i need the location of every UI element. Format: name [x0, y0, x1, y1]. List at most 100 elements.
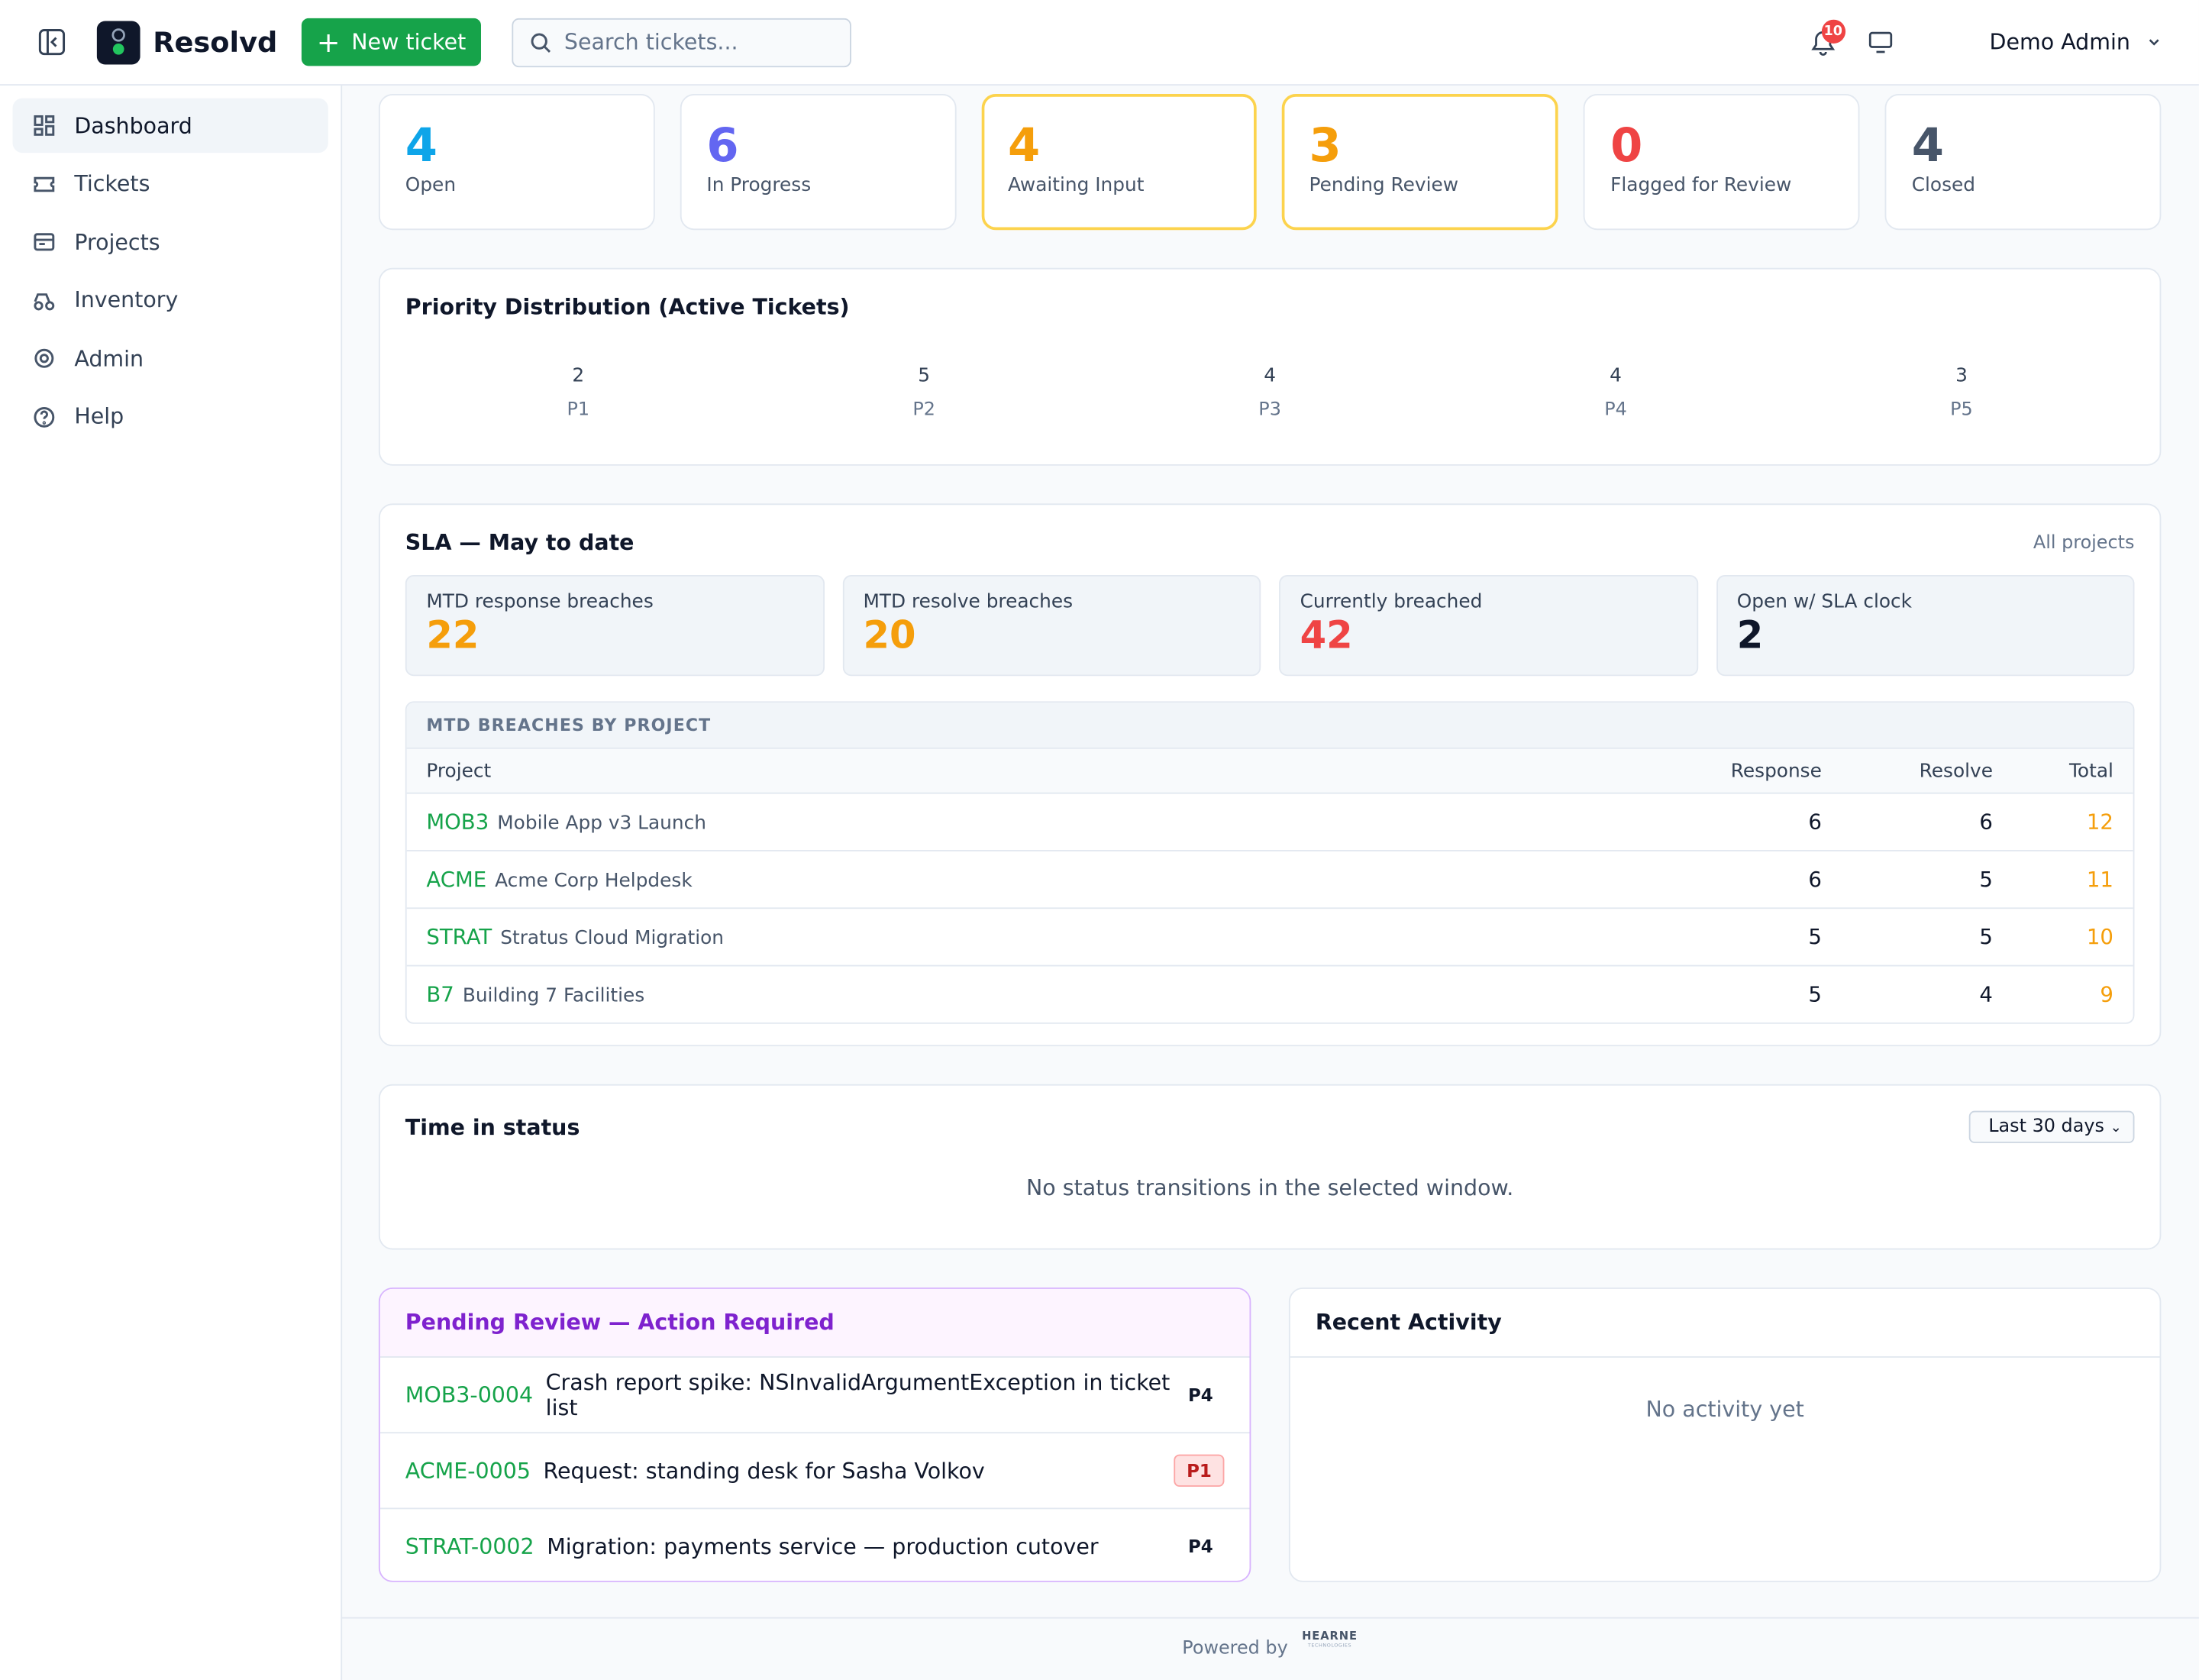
- priority-label: P5: [1950, 399, 1973, 422]
- response-count: 6: [1808, 809, 1822, 835]
- status-card[interactable]: 6 In Progress: [680, 94, 956, 231]
- status-label: Closed: [1911, 173, 1976, 197]
- ticket-key: MOB3-0004: [405, 1382, 534, 1408]
- nav-item[interactable]: Tickets: [13, 157, 328, 212]
- column-header: Total: [2068, 759, 2113, 782]
- project-name: Acme Corp Helpdesk: [495, 869, 693, 893]
- project-name: Building 7 Facilities: [462, 984, 645, 1007]
- table-row[interactable]: MOB3 Mobile App v3 Launch 6 6 12: [406, 794, 2133, 851]
- metric-value: 2: [1736, 614, 1764, 658]
- pending-ticket[interactable]: ACME-0005 Request: standing desk for Sash…: [379, 1433, 1250, 1510]
- button-label: New ticket: [351, 29, 467, 55]
- nav-item[interactable]: Inventory: [13, 273, 328, 328]
- resolve-count: 5: [1979, 867, 1993, 893]
- nav-item[interactable]: Admin: [13, 331, 328, 386]
- logo: [96, 20, 140, 64]
- breach-table: MTD BREACHES BY PROJECT Project Response R…: [405, 701, 2135, 1024]
- notifications[interactable]: 10: [1809, 19, 1845, 57]
- project-name: Stratus Cloud Migration: [500, 927, 724, 950]
- project-cell: MOB3 Mobile App v3 Launch: [426, 809, 1653, 835]
- resolve-count: 4: [1979, 981, 1993, 1007]
- table-row[interactable]: ACME Acme Corp Helpdesk 6 5 11: [406, 851, 2133, 909]
- project-key: STRAT: [426, 924, 492, 950]
- status-count: 0: [1610, 118, 1643, 173]
- empty-message: No activity yet: [1645, 1397, 1804, 1423]
- column-header: Response: [1730, 759, 1822, 782]
- search-input[interactable]: Search tickets...: [512, 17, 852, 67]
- column-header: Project: [426, 759, 492, 782]
- status-card[interactable]: 4 Closed: [1884, 94, 2162, 231]
- sla-metric: MTD resolve breaches 20: [841, 575, 1261, 677]
- tis-header: Time in status Last 30 days ⌄: [405, 1110, 2135, 1143]
- recent-activity-panel: Recent Activity No activity yet: [1288, 1287, 2162, 1582]
- range-select[interactable]: Last 30 days ⌄: [1968, 1110, 2135, 1143]
- bottom-row: Pending Review — Action Required MOB3-00…: [378, 1287, 2162, 1582]
- status-count: 4: [1911, 118, 1944, 173]
- response-count: 5: [1808, 924, 1822, 950]
- status-label: Pending Review: [1309, 173, 1459, 197]
- project-cell: STRAT Stratus Cloud Migration: [426, 924, 1653, 949]
- priority-count: 2: [572, 364, 585, 387]
- pending-ticket[interactable]: MOB3-0004 Crash report spike: NSInvalidAr…: [379, 1358, 1250, 1434]
- panel-title: Time in status: [405, 1114, 580, 1140]
- nav-item[interactable]: Help: [13, 389, 328, 444]
- table-title: MTD BREACHES BY PROJECT: [406, 703, 2133, 749]
- sidebar-toggle[interactable]: [38, 28, 66, 57]
- priority-label: P2: [912, 399, 935, 422]
- status-card[interactable]: 4 Awaiting Input: [981, 94, 1258, 231]
- pending-ticket[interactable]: STRAT-0002 Migration: payments service — …: [380, 1509, 1250, 1581]
- project-cell: ACME Acme Corp Helpdesk: [426, 867, 1653, 892]
- priority-item: 5 P2: [751, 365, 1097, 421]
- ticket-key: ACME-0005: [405, 1458, 531, 1484]
- metric-value: 42: [1300, 614, 1353, 658]
- metric-label: MTD resolve breaches: [863, 590, 1074, 613]
- status-label: Awaiting Input: [1007, 173, 1145, 197]
- total-count: 12: [2086, 809, 2113, 835]
- total-count: 11: [2086, 867, 2113, 893]
- sla-metrics: MTD response breaches 22 MTD resolve breac…: [405, 575, 2135, 677]
- table-row[interactable]: B7 Building 7 Facilities 5 4 9: [407, 966, 2133, 1022]
- metric-label: Open w/ SLA clock: [1736, 590, 1913, 613]
- display-toggle[interactable]: [1868, 30, 1893, 55]
- status-count: 6: [706, 118, 739, 173]
- project-key: MOB3: [426, 809, 489, 835]
- metric-value: 22: [426, 614, 480, 658]
- response-count: 5: [1808, 981, 1822, 1007]
- priority-item: 4 P3: [1097, 365, 1443, 421]
- ticket-key: STRAT-0002: [405, 1533, 534, 1559]
- logo-text: HEARNE: [1302, 1630, 1358, 1643]
- response-count: 6: [1808, 867, 1822, 893]
- status-count: 3: [1309, 118, 1342, 173]
- project-name: Mobile App v3 Launch: [497, 812, 706, 835]
- sla-panel: SLA — May to date All projects MTD respon…: [378, 503, 2162, 1047]
- priority-count: 4: [1264, 364, 1276, 387]
- priority-badge: P4: [1187, 1384, 1213, 1406]
- resolve-count: 6: [1979, 809, 1993, 835]
- priority-label: P4: [1604, 399, 1627, 422]
- brand: Resolvd: [153, 25, 278, 60]
- footer-logo: HEARNE TECHNOLOGIES: [1302, 1630, 1358, 1680]
- new-ticket-button[interactable]: + New ticket: [301, 18, 482, 66]
- nav-label: Projects: [74, 229, 160, 255]
- notification-count: 10: [1821, 19, 1845, 44]
- priority-badge: P1: [1174, 1454, 1225, 1487]
- nav-label: Dashboard: [74, 112, 192, 138]
- nav-item[interactable]: Projects: [13, 215, 328, 270]
- sla-header: SLA — May to date All projects: [405, 530, 2135, 555]
- total-count: 10: [2086, 924, 2113, 950]
- main: 4 Open 6 In Progress 4 Awaiting Input 3 Pending…: [378, 94, 2162, 1582]
- resolve-count: 5: [1979, 924, 1993, 950]
- search-placeholder: Search tickets...: [563, 29, 738, 55]
- project-cell: B7 Building 7 Facilities: [426, 982, 1653, 1007]
- status-cards: 4 Open 6 In Progress 4 Awaiting Input 3 Pending…: [378, 94, 2162, 231]
- priority-count: 5: [918, 364, 931, 387]
- status-card[interactable]: 0 Flagged for Review: [1584, 94, 1860, 231]
- nav-item[interactable]: Dashboard: [12, 98, 328, 153]
- table-row[interactable]: STRAT Stratus Cloud Migration 5 5 10: [406, 909, 2133, 967]
- powered-by: Powered by: [1182, 1638, 1288, 1659]
- status-card[interactable]: 4 Open: [378, 94, 655, 231]
- user-name: Demo Admin: [1989, 29, 2130, 55]
- status-card[interactable]: 3 Pending Review: [1282, 94, 1559, 231]
- user-menu[interactable]: Demo Admin: [1990, 30, 2162, 55]
